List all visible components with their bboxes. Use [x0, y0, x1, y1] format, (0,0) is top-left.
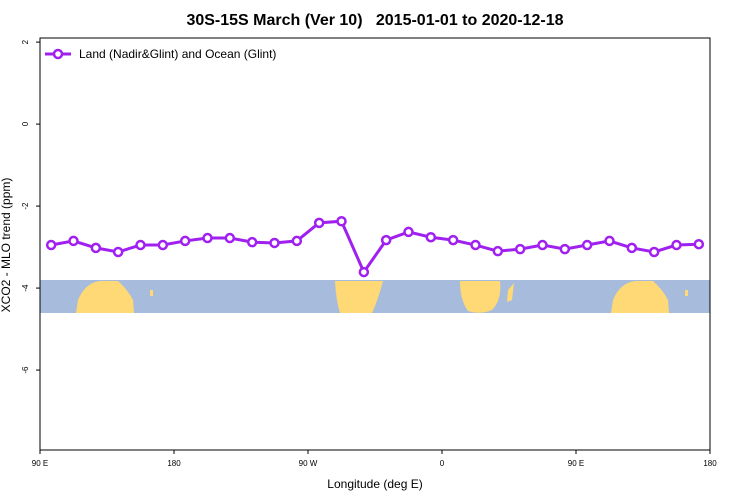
data-point: [492, 245, 504, 257]
x-tick-label: 180: [703, 459, 717, 468]
x-tick-label: 180: [167, 459, 181, 468]
plot-frame: [39, 37, 711, 451]
data-point: [179, 235, 191, 247]
data-point: [648, 246, 660, 258]
data-point: [68, 235, 79, 247]
data-point: [336, 215, 347, 227]
data-point: [626, 242, 638, 254]
data-point: [224, 232, 236, 244]
y-tick-label: -4: [21, 284, 30, 292]
data-point: [380, 234, 392, 246]
data-point: [470, 239, 481, 251]
y-tick-label: 2: [21, 39, 30, 44]
data-point: [112, 246, 124, 258]
data-point: [537, 239, 548, 251]
data-point: [135, 239, 146, 251]
map-strip: [40, 280, 710, 313]
x-tick-label: 90 W: [299, 459, 318, 468]
x-axis-label: Longitude (deg E): [327, 477, 422, 491]
data-point: [45, 239, 57, 251]
data-point: [447, 234, 459, 246]
data-point: [425, 231, 437, 243]
data-point: [604, 235, 615, 247]
data-point: [202, 232, 213, 244]
data-point: [403, 226, 414, 238]
data-point: [269, 237, 280, 249]
data-point: [581, 239, 593, 251]
data-point: [90, 242, 102, 254]
data-point: [246, 236, 258, 248]
series-line: [50, 219, 699, 276]
data-point: [157, 239, 169, 251]
y-tick-label: 0: [21, 121, 30, 126]
data-point: [693, 238, 705, 250]
data-point: [291, 235, 303, 247]
y-axis-label: XCO2 - MLO trend (ppm): [0, 178, 13, 313]
x-tick-label: 0: [440, 459, 445, 468]
x-tick-label: 90 E: [32, 459, 48, 468]
legend-marker: [52, 48, 64, 60]
data-point: [559, 243, 571, 255]
data-point: [358, 266, 370, 278]
x-tick-label: 90 E: [568, 459, 584, 468]
data-point: [671, 239, 682, 251]
legend-label: Land (Nadir&Glint) and Ocean (Glint): [79, 47, 276, 61]
y-tick-label: -2: [21, 202, 30, 210]
y-tick-label: -6: [21, 366, 30, 374]
chart-title: 30S-15S March (Ver 10) 2015-01-01 to 202…: [186, 12, 563, 29]
data-point: [313, 217, 325, 229]
data-point: [514, 243, 526, 255]
